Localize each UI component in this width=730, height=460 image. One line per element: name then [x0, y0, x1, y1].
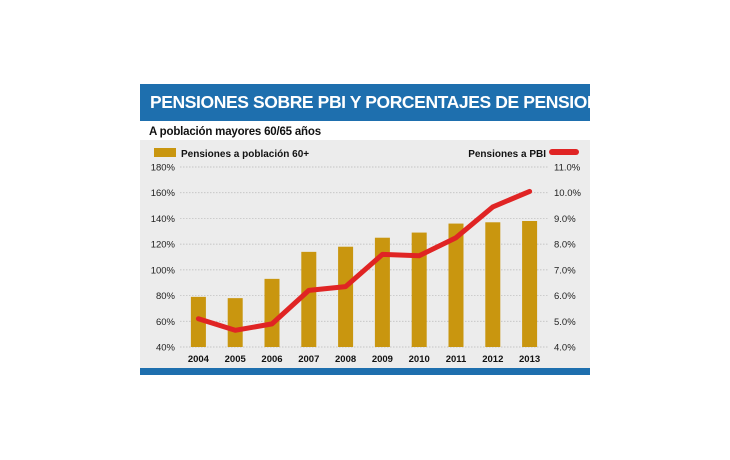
- left-tick-label: 160%: [151, 188, 176, 199]
- right-tick-label: 11.0%: [554, 163, 581, 174]
- category-label: 2013: [519, 354, 540, 365]
- right-tick-label: 4.0%: [554, 343, 576, 354]
- left-tick-label: 180%: [151, 163, 176, 174]
- line-series: [195, 188, 533, 333]
- bar: [301, 251, 317, 347]
- legend: Pensiones a población 60+ Pensiones a PB…: [154, 148, 579, 160]
- chart-title: PENSIONES SOBRE PBI Y PORCENTAJES DE PEN…: [150, 92, 622, 112]
- left-tick-label: 80%: [156, 291, 176, 302]
- title-bar: PENSIONES SOBRE PBI Y PORCENTAJES DE PEN…: [140, 84, 622, 121]
- bar: [448, 223, 464, 347]
- bar-series: [190, 221, 538, 347]
- category-label: 2011: [446, 354, 467, 365]
- right-tick-label: 8.0%: [554, 240, 576, 251]
- right-tick-label: 5.0%: [554, 317, 576, 328]
- category-label: 2006: [261, 354, 282, 365]
- left-tick-label: 40%: [156, 343, 176, 354]
- right-tick-label: 6.0%: [554, 291, 576, 302]
- bar: [485, 222, 501, 347]
- line-pensiones-pbi: [195, 188, 533, 333]
- bar: [264, 278, 280, 347]
- bar: [190, 296, 206, 347]
- left-tick-label: 100%: [151, 265, 176, 276]
- bar: [522, 221, 538, 347]
- category-label: 2004: [188, 354, 210, 365]
- category-label: 2010: [409, 354, 430, 365]
- left-tick-label: 120%: [151, 240, 176, 251]
- bottom-bar: [140, 368, 590, 375]
- left-tick-label: 60%: [156, 317, 176, 328]
- bar: [338, 246, 354, 347]
- bar: [227, 298, 243, 347]
- legend-bar-label: Pensiones a población 60+: [181, 149, 309, 160]
- category-label: 2009: [372, 354, 393, 365]
- category-label: 2012: [482, 354, 503, 365]
- bar: [374, 237, 390, 347]
- right-tick-label: 7.0%: [554, 265, 576, 276]
- category-label: 2007: [298, 354, 319, 365]
- bar: [411, 232, 427, 347]
- chart-panel: [140, 140, 590, 368]
- right-tick-label: 10.0%: [554, 188, 581, 199]
- left-axis-ticks: 40% 60% 80% 100% 120% 140% 160% 180%: [151, 163, 176, 354]
- left-tick-label: 140%: [151, 214, 176, 225]
- legend-bar-swatch: [154, 148, 176, 157]
- right-tick-label: 9.0%: [554, 214, 576, 225]
- legend-line-label: Pensiones a PBI: [468, 149, 546, 160]
- category-label: 2008: [335, 354, 356, 365]
- x-axis-labels: 2004 2005 2006 2007 2008 2009 2010 2011 2012 2013: [188, 354, 540, 365]
- right-axis-ticks: 4.0% 5.0% 6.0% 7.0% 8.0% 9.0% 10.0% 11.0%: [554, 163, 581, 354]
- chart-subtitle: A población mayores 60/65 años: [149, 126, 321, 138]
- category-label: 2005: [225, 354, 247, 365]
